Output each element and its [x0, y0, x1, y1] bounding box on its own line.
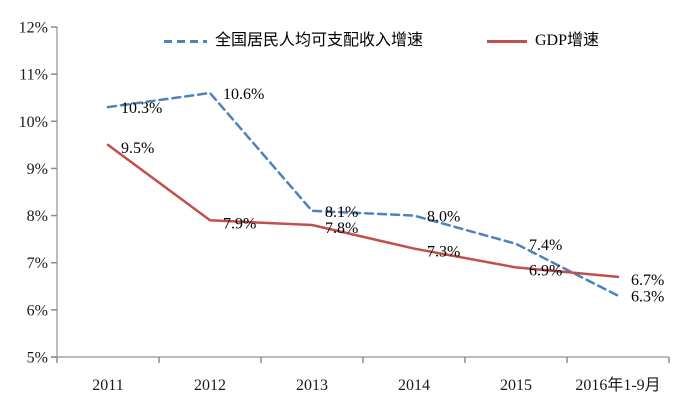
y-axis-tick-label: 6%: [27, 302, 48, 319]
x-axis-category-label: 2015: [500, 377, 532, 394]
data-point-label: 9.5%: [121, 140, 154, 157]
y-axis-tick-label: 9%: [27, 161, 48, 178]
data-point-label: 10.3%: [121, 100, 162, 117]
data-point-label: 6.7%: [631, 272, 664, 289]
series-line-income-growth: [106, 91, 620, 297]
y-axis-tick-label: 8%: [27, 208, 48, 225]
y-axis-tick-label: 7%: [27, 255, 48, 272]
data-point-label: 8.1%: [325, 204, 358, 221]
data-point-label: 6.9%: [529, 262, 562, 279]
data-point-label: 7.4%: [529, 237, 562, 254]
series-line-gdp-growth: [106, 143, 620, 279]
data-point-label: 7.3%: [427, 244, 460, 261]
data-point-label: 7.9%: [223, 215, 256, 232]
x-axis-category-label: 2011: [92, 377, 123, 394]
y-axis-tick-label: 12%: [19, 20, 48, 37]
y-axis-tick-label: 11%: [19, 67, 48, 84]
data-point-label: 7.8%: [325, 220, 358, 237]
x-axis-category-label: 2013: [296, 377, 328, 394]
x-axis-category-label: 2014: [398, 377, 430, 394]
y-axis-tick-label: 10%: [19, 114, 48, 131]
y-axis-tick-label: 5%: [27, 350, 48, 367]
data-point-label: 8.0%: [427, 209, 460, 226]
x-axis-category-label: 2016年1-9月: [575, 376, 660, 394]
data-point-label: 6.3%: [631, 289, 664, 306]
x-axis-category-label: 2012: [194, 377, 226, 394]
data-point-label: 10.6%: [223, 86, 264, 103]
